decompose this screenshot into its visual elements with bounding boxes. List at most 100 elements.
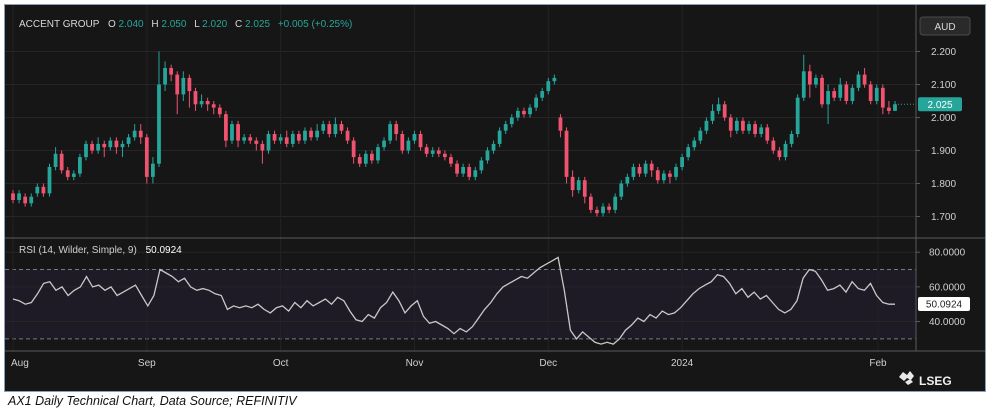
candle-body — [418, 134, 423, 148]
time-tick-label: Aug — [11, 358, 29, 369]
candle-body — [436, 150, 441, 154]
price-tick-label: 1.900 — [931, 146, 956, 157]
close-label: C — [235, 19, 242, 30]
candle-body — [394, 124, 399, 134]
candle-body — [826, 91, 830, 105]
candle-body — [71, 173, 76, 177]
candle-body — [528, 107, 532, 115]
candle-body — [339, 124, 344, 131]
candle-body — [887, 107, 891, 111]
candle-body — [284, 137, 289, 144]
candle-body — [169, 68, 174, 75]
price-grid — [5, 51, 916, 217]
rsi-axis[interactable]: 80.0000 60.0000 40.0000 — [916, 248, 966, 328]
candle-body — [327, 124, 332, 134]
candle-body — [193, 91, 198, 105]
price-tick-label: 1.700 — [931, 212, 956, 223]
candle-body — [102, 143, 107, 148]
brand-name: LSEG — [919, 374, 952, 388]
candle-body — [747, 124, 751, 131]
candle-body — [303, 130, 307, 141]
candle-body — [376, 147, 380, 161]
candle-body — [278, 137, 283, 141]
candle-body — [400, 134, 405, 151]
candle-body — [497, 130, 502, 144]
candle-body — [84, 143, 88, 158]
time-tick-label: Nov — [406, 358, 424, 369]
low-label: L — [194, 19, 200, 30]
candle-body — [181, 77, 186, 95]
candle-body — [163, 68, 167, 85]
candle-body — [868, 84, 873, 101]
candle-body — [582, 180, 587, 197]
candle-body — [789, 134, 794, 144]
candle-body — [406, 140, 411, 151]
candle-body — [382, 140, 386, 148]
candle-body — [832, 91, 837, 98]
candle-body — [856, 74, 861, 88]
candle-body — [777, 150, 782, 158]
candle-body — [59, 153, 64, 171]
candle-body — [369, 153, 374, 161]
candle-body — [345, 130, 350, 141]
candle-body — [29, 196, 34, 204]
candle-body — [224, 114, 228, 141]
last-price-badge: 2.025 — [927, 100, 952, 111]
symbol-name: ACCENT GROUP — [19, 19, 100, 30]
candle-body — [680, 157, 684, 167]
candle-body — [430, 150, 435, 154]
candle-body — [588, 196, 593, 210]
candle-body — [242, 137, 247, 141]
time-axis[interactable]: Aug Sep Oct Nov Dec 2024 Feb — [11, 358, 887, 369]
candle-body — [801, 71, 806, 98]
candle-body — [175, 74, 180, 95]
candle-body — [455, 163, 459, 174]
candle-body — [734, 120, 739, 131]
candle-body — [47, 167, 52, 194]
candle-body — [473, 170, 478, 177]
candle-body — [315, 130, 320, 138]
candle-body — [722, 104, 727, 118]
rsi-label: RSI (14, Wilder, Simple, 9) — [19, 245, 137, 256]
candle-body — [363, 153, 368, 164]
candle-body — [631, 167, 636, 177]
price-tick-label: 2.200 — [931, 47, 956, 58]
rsi-tick-label: 40.0000 — [929, 317, 966, 328]
candle-body — [187, 77, 192, 92]
candle-body — [78, 157, 82, 174]
price-tick-label: 2.000 — [931, 113, 956, 124]
rsi-line[interactable] — [12, 256, 895, 345]
candles[interactable] — [11, 51, 916, 217]
candle-body — [558, 117, 563, 131]
candle-body — [144, 137, 149, 177]
high-value: 2.050 — [161, 19, 186, 30]
candle-body — [552, 77, 557, 82]
candle-body — [601, 206, 605, 214]
candle-body — [728, 117, 733, 131]
low-value: 2.020 — [202, 19, 227, 30]
candle-body — [613, 196, 618, 210]
candle-body — [698, 130, 703, 141]
candle-body — [157, 84, 161, 164]
candle-body — [710, 110, 715, 121]
candle-body — [668, 173, 672, 177]
candle-body — [272, 134, 277, 141]
candle-body — [351, 140, 356, 158]
candle-body — [807, 71, 812, 85]
candle-body — [467, 167, 472, 177]
chart-frame: 2.200 2.100 2.000 1.900 1.800 1.700 80.0000 60… — [4, 4, 986, 392]
currency-badge-box[interactable] — [919, 16, 971, 36]
candle-body — [388, 124, 393, 141]
candle-body — [893, 104, 897, 111]
candle-body — [11, 193, 15, 200]
candle-body — [795, 97, 800, 134]
candle-body — [120, 143, 125, 148]
candle-body — [674, 167, 678, 177]
candle-body — [266, 134, 271, 151]
candle-body — [643, 163, 648, 174]
candle-body — [17, 193, 21, 200]
price-axis[interactable]: 2.200 2.100 2.000 1.900 1.800 1.700 — [916, 47, 956, 223]
candle-body — [546, 81, 551, 92]
candle-body — [820, 77, 824, 105]
candle-body — [783, 143, 788, 158]
